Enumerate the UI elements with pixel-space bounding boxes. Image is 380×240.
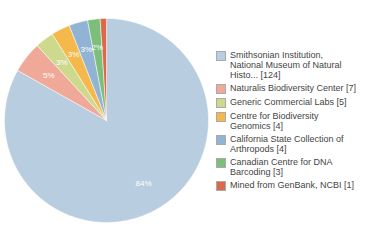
html-text:California State Collection of: California State Collection of Arthropod… — [230, 133, 344, 154]
html-text:Mined from GenBank, NCBI [1]: Mined from GenBank, NCBI [1] — [230, 179, 355, 190]
html-text:Smithsonian Institution, Natio: Smithsonian Institution, National Museum… — [230, 49, 342, 80]
svg-text:3%: 3% — [68, 50, 80, 59]
svg-text:3%: 3% — [80, 45, 92, 54]
html-text:Canadian Centre for DNA Barcod: Canadian Centre for DNA Barcoding [3] — [230, 156, 333, 177]
html-text:Centre for Biodiversity Genomi: Centre for Biodiversity Genomics [4] — [230, 110, 319, 131]
html-text:Naturalis Biodiversity Center: Naturalis Biodiversity Center [7] — [230, 82, 357, 93]
svg-text:84%: 84% — [136, 179, 152, 188]
svg-text:2%: 2% — [92, 43, 104, 52]
svg-text:5%: 5% — [43, 71, 55, 80]
html-text:Generic Commercial Labs [5]: Generic Commercial Labs [5] — [230, 96, 347, 107]
svg-text:3%: 3% — [56, 58, 68, 67]
